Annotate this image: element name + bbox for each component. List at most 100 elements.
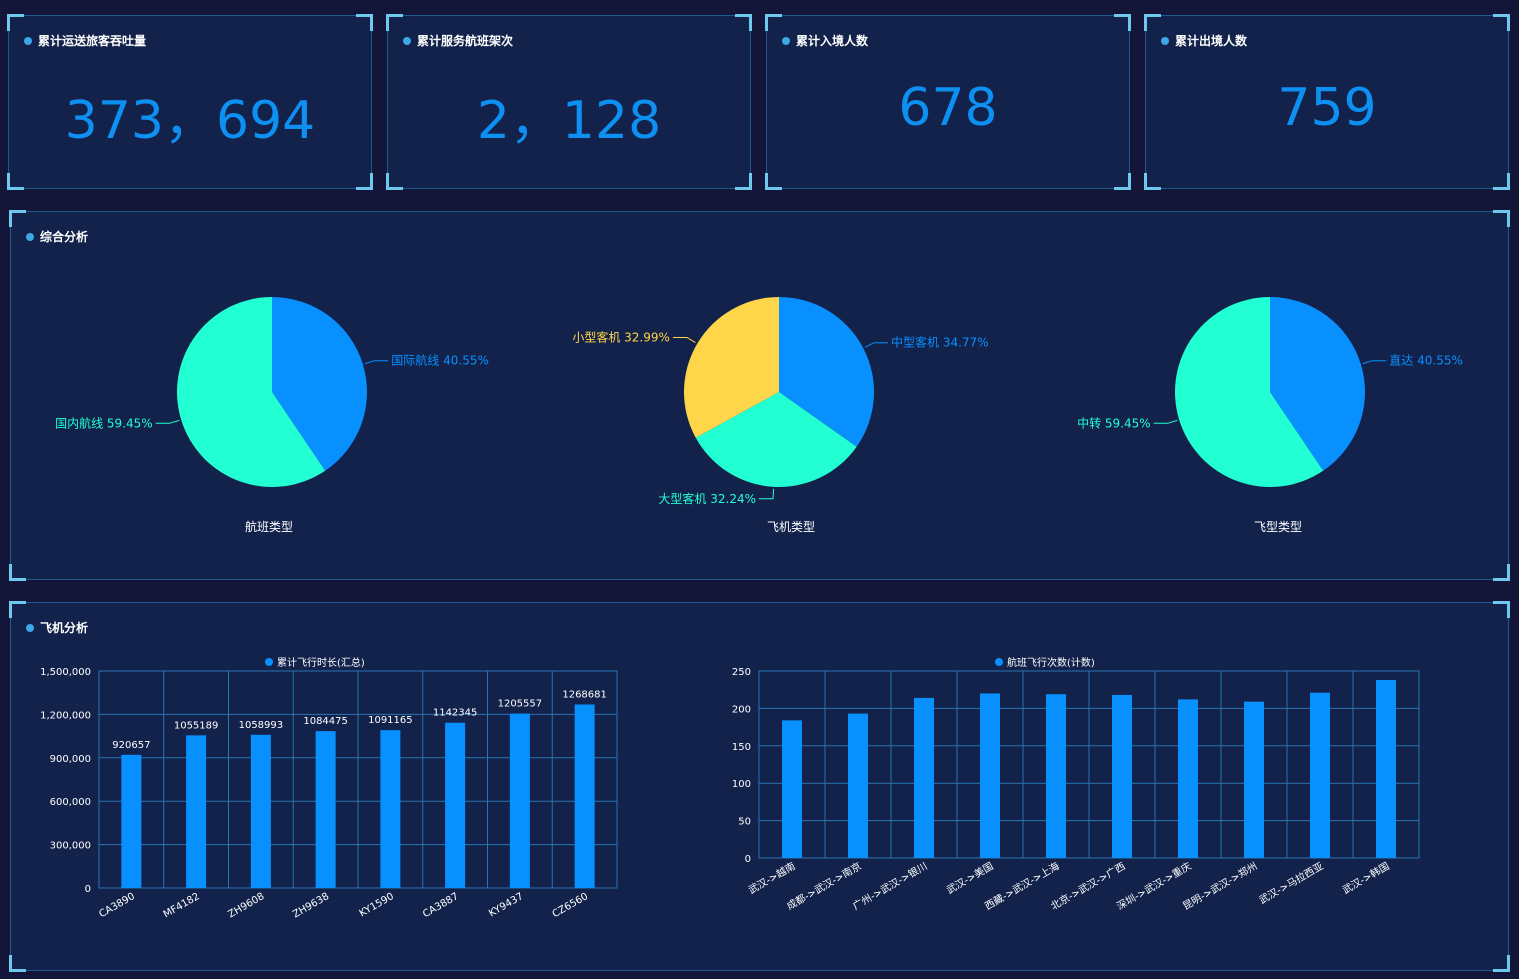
corner-decoration [1493,601,1510,618]
x-tick-label: 武汉->马拉西亚 [1257,859,1326,906]
pie-title: 航班类型 [245,519,293,534]
x-tick-label: 武汉->美国 [944,859,996,896]
panel-title-text: 飞机分析 [40,621,89,635]
bar-value-label: 1084475 [303,716,348,727]
corner-decoration [1144,14,1161,31]
bar [380,730,401,888]
x-tick-label: KY9437 [487,891,525,919]
kpi-card-entries: 累计入境人数 678 [765,14,1131,190]
bar [1376,679,1396,858]
pie-title: 飞机类型 [767,520,815,534]
legend-label: 累计飞行时长(汇总) [277,656,365,669]
bar [1178,699,1198,858]
corner-decoration [9,210,26,227]
bar [315,731,336,888]
y-tick-label: 0 [85,884,91,895]
bar-charts: 累计飞行时长(汇总) 0 300,000 600,000 900,000 1,200,00… [40,656,1420,921]
x-tick-label: MF4182 [162,891,202,920]
y-tick-label: 900,000 [50,754,91,765]
y-tick-label: 200 [732,704,751,715]
pie-label-line [364,360,389,365]
corner-decoration [9,955,26,972]
corner-decoration [735,14,752,31]
kpi-title: 累计服务航班架次 [403,32,513,49]
corner-decoration [9,564,26,581]
y-tick-label: 50 [738,817,751,828]
bar-value-label: 1091165 [368,715,413,726]
corner-decoration [1493,173,1510,190]
pie-slice-label: 大型客机 32.24% [658,491,756,506]
x-tick-label: ZH9638 [291,891,331,920]
x-tick-label: KY1590 [358,891,396,919]
pie-slice [272,297,367,471]
bullet-icon [26,232,34,241]
kpi-title: 累计入境人数 [782,32,868,49]
bar-value-label: 1058993 [239,720,284,731]
corner-decoration [1493,955,1510,972]
bar-chart-2: 航班飞行次数(计数)050100150200250武汉->越南成都->武汉->南… [732,656,1420,913]
pie-slice-label: 中转 59.45% [1077,415,1151,430]
kpi-label: 累计服务航班架次 [417,34,514,48]
pie-label-line [864,342,888,348]
corner-decoration [9,601,26,618]
panel-title: 综合分析 [26,228,88,245]
bar [186,735,207,888]
bar [574,704,595,888]
pie-slice-label: 小型客机 32.99% [572,330,670,345]
kpi-label: 累计运送旅客吞吐量 [38,34,147,48]
bar-value-label: 1205557 [498,699,543,710]
kpi-title: 累计运送旅客吞吐量 [24,32,146,49]
legend-label: 航班飞行次数(计数) [1007,656,1095,669]
pie-label-line [1362,360,1387,365]
bar-chart-1: 累计飞行时长(汇总) 0 300,000 600,000 900,000 1,200,00… [40,656,618,921]
y-tick-label: 100 [732,779,751,790]
corner-decoration [1493,210,1510,227]
pie-slice-label: 中型客机 34.77% [891,335,989,350]
bar [509,713,530,888]
bar [914,697,934,858]
corner-decoration [735,173,752,190]
bar [1112,694,1132,858]
corner-decoration [1114,173,1131,190]
panel-title: 飞机分析 [26,619,88,636]
bullet-icon [782,36,790,45]
pie-slice [779,297,875,447]
x-tick-label: 广州->武汉->银川 [850,859,929,912]
pie-slice [1174,297,1324,487]
bar [121,754,142,888]
kpi-label: 累计出境人数 [1175,34,1248,48]
analysis-panel: 综合分析 国际航线 40.55% 国内航线 59.45% 航班类型 中型客机 34.7… [9,210,1510,581]
bar-value-label: 1055189 [174,720,219,731]
bar [1310,692,1330,858]
bar [445,722,466,888]
pie-charts: 国际航线 40.55% 国内航线 59.45% 航班类型 中型客机 34.77% 大型客… [55,297,1463,534]
corner-decoration [765,173,782,190]
bullet-icon [26,623,34,632]
pie-slice [176,297,326,487]
panel-title-text: 综合分析 [40,230,89,244]
kpi-label: 累计入境人数 [796,34,869,48]
corner-decoration [386,14,403,31]
corner-decoration [765,14,782,31]
bar [980,693,1000,858]
bar-value-label: 1268681 [562,689,607,700]
corner-decoration [7,173,24,190]
pie-slice-label: 国际航线 40.55% [391,353,489,368]
corner-decoration [386,173,403,190]
y-tick-label: 150 [732,742,751,753]
pie-slice [695,392,857,488]
corner-decoration [356,173,373,190]
y-tick-label: 1,500,000 [40,667,91,678]
kpi-value: 373，694 [64,91,316,151]
y-tick-label: 600,000 [50,797,91,808]
x-tick-label: ZH9608 [226,891,266,920]
legend-dot-icon [995,658,1003,666]
pie-label-line [672,337,696,344]
y-tick-label: 250 [732,667,751,678]
pie-label-line [155,419,180,424]
pie-slice [684,297,779,438]
bar-value-label: 1142345 [433,708,478,719]
bar [848,713,868,858]
kpi-value: 2，128 [476,91,662,151]
x-tick-label: 武汉->韩国 [1340,859,1392,896]
